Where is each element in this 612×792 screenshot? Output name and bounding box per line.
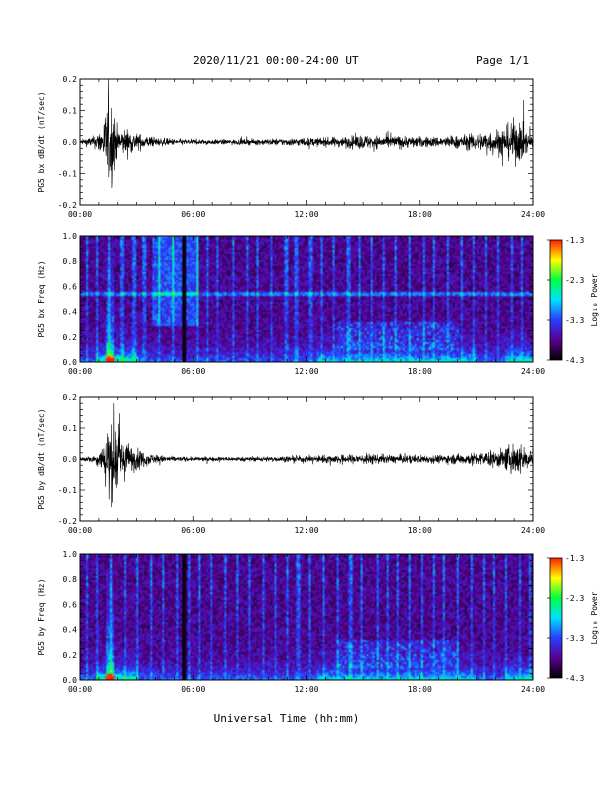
header-page-number: Page 1/1 [476,54,529,67]
colorbar-tick-label: -3.3 [565,634,584,643]
colorbar-tick-label: -1.3 [565,554,584,563]
x-tick-label: 18:00 [408,210,432,219]
y-tick-label: -0.2 [58,517,77,526]
y-tick-label: 0.0 [63,138,78,147]
x-tick-label: 12:00 [294,367,318,376]
y-axis-label: PG5 bx Freq (Hz) [37,260,46,337]
x-tick-label: 12:00 [294,210,318,219]
y-tick-label: -0.1 [58,486,77,495]
y-axis-label: PG5 by dB/dt (nT/sec) [37,408,46,509]
y-axis-label: PG5 bx dB/dt (nT/sec) [37,91,46,192]
y-tick-label: 0.2 [63,393,78,402]
x-tick-label: 06:00 [181,367,205,376]
y-tick-label: 0.1 [63,424,78,433]
series-line [79,403,534,508]
y-tick-label: 0.2 [63,651,78,660]
x-tick-label: 12:00 [294,685,318,694]
y-tick-label: 0.1 [63,107,78,116]
y-tick-label: 0.0 [63,455,78,464]
y-tick-label: -0.1 [58,170,77,179]
x-tick-label: 24:00 [521,210,545,219]
spectrogram-image [80,236,533,362]
y-tick-label: 0.8 [63,257,78,266]
x-tick-label: 00:00 [68,526,92,535]
y-tick-label: 0.8 [63,575,78,584]
x-tick-label: 12:00 [294,526,318,535]
x-axis-label: Universal Time (hh:mm) [214,712,360,725]
x-tick-label: 24:00 [521,685,545,694]
series-line [79,78,534,189]
x-tick-label: 00:00 [68,210,92,219]
y-tick-label: 0.2 [63,333,78,342]
y-tick-label: 0.0 [63,358,78,367]
y-tick-label: 0.4 [63,308,78,317]
colorbar-tick-label: -2.3 [565,594,584,603]
x-tick-label: 06:00 [181,210,205,219]
colorbar-tick-label: -1.3 [565,236,584,245]
x-tick-label: 24:00 [521,526,545,535]
y-tick-label: 0.4 [63,626,78,635]
x-tick-label: 18:00 [408,526,432,535]
colorbar [549,557,563,679]
x-tick-label: 00:00 [68,685,92,694]
x-tick-label: 06:00 [181,685,205,694]
spectrogram-image [80,554,533,680]
y-tick-label: 1.0 [63,232,78,241]
x-tick-label: 24:00 [521,367,545,376]
x-tick-label: 06:00 [181,526,205,535]
colorbar-tick-label: -4.3 [565,356,584,365]
x-tick-label: 00:00 [68,367,92,376]
y-tick-label: 0.6 [63,282,78,291]
y-tick-label: 0.6 [63,600,78,609]
y-tick-label: 0.0 [63,676,78,685]
y-tick-label: -0.2 [58,201,77,210]
y-tick-label: 1.0 [63,550,78,559]
colorbar-tick-label: -4.3 [565,674,584,683]
colorbar-label: Log₁₀ Power [590,273,599,326]
y-axis-label: PG5 by Freq (Hz) [37,578,46,655]
colorbar-tick-label: -3.3 [565,316,584,325]
y-tick-label: 0.2 [63,75,78,84]
colorbar-label: Log₁₀ Power [590,591,599,644]
x-tick-label: 18:00 [408,367,432,376]
x-tick-label: 18:00 [408,685,432,694]
colorbar [549,239,563,361]
colorbar-tick-label: -2.3 [565,276,584,285]
header-date-range: 2020/11/21 00:00-24:00 UT [193,54,359,67]
